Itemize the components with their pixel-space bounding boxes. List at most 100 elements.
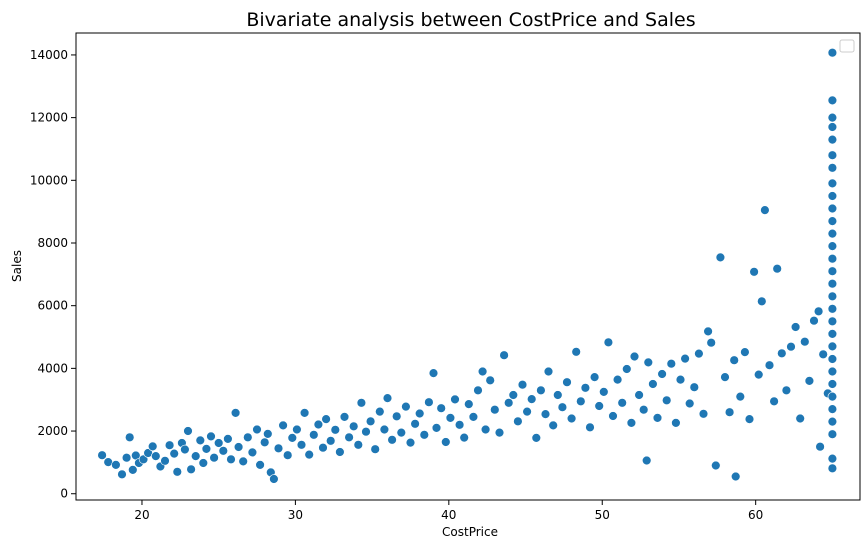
data-point: [296, 440, 307, 450]
data-point: [464, 399, 474, 409]
data-point: [571, 347, 581, 357]
data-point: [827, 203, 838, 214]
data-point: [562, 377, 572, 387]
data-point: [269, 474, 279, 484]
x-tick-label: 20: [134, 508, 149, 522]
data-point: [468, 412, 479, 422]
data-point: [513, 416, 523, 426]
data-point: [827, 95, 838, 106]
y-tick-label: 4000: [37, 361, 68, 375]
data-point: [827, 379, 838, 389]
x-axis-ticks: 20 30 40 50 60: [134, 500, 763, 522]
data-point: [375, 406, 385, 417]
data-point: [370, 444, 380, 454]
y-tick-label: 0: [60, 487, 68, 501]
data-point: [827, 391, 838, 402]
data-point: [477, 366, 488, 377]
data-point: [424, 397, 434, 407]
data-point: [233, 442, 244, 452]
data-point: [827, 134, 838, 145]
data-point: [603, 337, 614, 347]
data-point: [128, 465, 138, 475]
data-point: [405, 437, 416, 448]
data-point: [800, 337, 810, 347]
y-tick-label: 10000: [30, 173, 68, 187]
data-point: [365, 416, 376, 426]
data-point: [720, 372, 730, 382]
data-point: [827, 429, 838, 439]
data-point: [580, 383, 591, 393]
data-point: [608, 411, 618, 421]
data-point: [410, 419, 420, 429]
data-point: [326, 436, 336, 446]
chart-title: Bivariate analysis between CostPrice and…: [246, 9, 695, 31]
data-point: [183, 426, 193, 436]
data-point: [485, 375, 495, 385]
data-point: [260, 437, 270, 447]
data-point: [494, 427, 505, 438]
y-tick-label: 8000: [37, 236, 68, 250]
data-point: [827, 416, 838, 427]
data-point: [661, 395, 672, 405]
data-point: [180, 444, 190, 455]
data-point: [643, 357, 653, 368]
data-point: [827, 354, 838, 364]
data-point: [757, 296, 767, 306]
y-axis-label: Sales: [10, 250, 24, 282]
data-point: [730, 471, 741, 482]
x-tick-label: 50: [595, 508, 610, 522]
data-point: [415, 408, 425, 419]
data-point: [517, 380, 528, 390]
data-point: [594, 401, 604, 411]
data-point: [499, 350, 509, 360]
data-point: [827, 366, 838, 377]
data-point: [206, 431, 216, 442]
data-point: [287, 433, 297, 443]
data-point: [815, 442, 825, 452]
data-point: [209, 453, 219, 463]
data-point: [827, 216, 838, 226]
data-point: [531, 433, 541, 443]
data-point: [97, 450, 107, 460]
data-point: [124, 432, 135, 442]
data-point: [689, 382, 699, 392]
data-point: [827, 122, 838, 132]
data-point: [318, 443, 328, 453]
data-point: [191, 451, 201, 461]
data-point: [749, 267, 759, 277]
data-point: [543, 366, 554, 377]
data-point: [657, 369, 667, 379]
data-point: [480, 424, 491, 435]
data-point: [111, 460, 121, 470]
data-point: [641, 455, 652, 466]
data-point: [361, 427, 371, 437]
data-point: [648, 379, 658, 389]
data-point: [195, 435, 206, 446]
data-point: [760, 205, 770, 215]
data-point: [321, 414, 331, 424]
data-point: [827, 150, 838, 160]
data-point: [396, 427, 406, 438]
data-point: [827, 291, 838, 301]
data-point: [818, 349, 828, 359]
data-point: [703, 326, 713, 337]
data-point: [459, 432, 469, 443]
data-point: [772, 264, 782, 274]
data-point: [827, 404, 838, 414]
legend-box: [839, 39, 855, 53]
data-point: [169, 448, 179, 459]
data-point: [612, 374, 623, 385]
data-point: [622, 364, 632, 374]
data-point: [299, 408, 310, 418]
x-tick-label: 30: [288, 508, 303, 522]
data-point: [827, 304, 838, 314]
data-point: [553, 390, 563, 400]
data-point: [540, 409, 551, 419]
x-tick-label: 60: [748, 508, 763, 522]
data-point: [255, 460, 265, 470]
data-point: [401, 401, 411, 412]
data-point: [490, 405, 500, 415]
data-point: [694, 348, 704, 359]
data-point: [827, 316, 838, 326]
